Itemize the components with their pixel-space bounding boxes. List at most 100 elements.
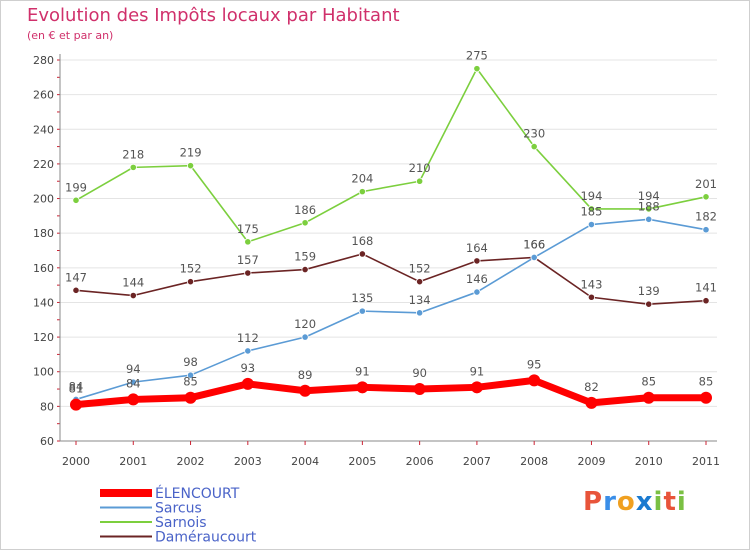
x-tick-label: 2007 bbox=[463, 455, 491, 468]
data-point bbox=[416, 278, 424, 286]
data-label: 112 bbox=[237, 331, 259, 345]
data-label: 84 bbox=[69, 379, 84, 393]
data-label: 143 bbox=[580, 277, 602, 291]
y-tick-label: 180 bbox=[33, 227, 54, 240]
proxiti-logo: Proxiti bbox=[583, 487, 687, 517]
data-label: 201 bbox=[695, 177, 717, 191]
data-point bbox=[70, 398, 82, 411]
data-label: 166 bbox=[523, 237, 545, 251]
data-label: 141 bbox=[695, 281, 717, 295]
data-point bbox=[702, 297, 710, 305]
data-point bbox=[473, 65, 481, 73]
data-label: 94 bbox=[126, 362, 141, 376]
data-label: 91 bbox=[470, 364, 485, 378]
data-label: 185 bbox=[580, 205, 602, 219]
x-tick-label: 2005 bbox=[348, 455, 376, 468]
data-point bbox=[645, 215, 653, 223]
y-tick-label: 240 bbox=[33, 123, 54, 136]
legend-label: ÉLENCOURT bbox=[155, 485, 240, 502]
x-tick-label: 2009 bbox=[577, 455, 605, 468]
x-tick-label: 2006 bbox=[406, 455, 434, 468]
data-point bbox=[700, 391, 712, 404]
data-label: 218 bbox=[122, 147, 144, 161]
data-point bbox=[530, 142, 538, 151]
data-label: 120 bbox=[294, 317, 316, 331]
data-label: 164 bbox=[466, 241, 488, 255]
chart-subtitle: (en € et par an) bbox=[27, 29, 114, 42]
data-point bbox=[473, 288, 481, 296]
data-point bbox=[358, 250, 366, 258]
x-tick-label: 2011 bbox=[692, 455, 720, 468]
data-point bbox=[356, 381, 369, 394]
y-tick-label: 60 bbox=[40, 435, 54, 448]
data-point bbox=[127, 393, 140, 406]
y-tick-label: 120 bbox=[33, 331, 54, 344]
data-label: 91 bbox=[355, 364, 370, 378]
data-point bbox=[587, 205, 596, 213]
y-tick-label: 140 bbox=[33, 296, 54, 309]
data-label: 85 bbox=[641, 375, 656, 389]
x-tick-label: 2002 bbox=[177, 455, 205, 468]
axes: 60 80 100 120 140 160 180 200 220 240 260 280 2000 20… bbox=[33, 54, 720, 468]
data-label: 139 bbox=[638, 284, 660, 298]
data-label: 147 bbox=[65, 270, 87, 284]
data-point bbox=[301, 333, 309, 341]
series-line bbox=[72, 376, 710, 409]
logo-letter: x bbox=[635, 487, 654, 517]
x-tick-label: 2010 bbox=[635, 455, 663, 468]
y-tick-label: 80 bbox=[40, 400, 54, 413]
data-point bbox=[642, 391, 655, 404]
data-point bbox=[416, 309, 424, 317]
x-tick-label: 2008 bbox=[520, 455, 548, 468]
data-point bbox=[358, 188, 366, 196]
grid bbox=[60, 59, 717, 442]
data-point bbox=[129, 378, 137, 386]
data-point bbox=[470, 381, 483, 394]
data-point bbox=[186, 278, 195, 286]
data-point bbox=[299, 384, 312, 397]
data-label: 90 bbox=[412, 366, 427, 380]
data-label: 175 bbox=[237, 222, 259, 236]
y-tick-label: 100 bbox=[33, 366, 54, 379]
data-label: 144 bbox=[122, 276, 144, 290]
data-label: 82 bbox=[584, 380, 599, 394]
data-point bbox=[585, 396, 598, 409]
data-label: 152 bbox=[180, 262, 202, 276]
logo-letter: P bbox=[583, 487, 604, 517]
data-point bbox=[301, 265, 309, 274]
data-point bbox=[702, 226, 710, 234]
data-point bbox=[72, 196, 80, 204]
x-tick-label: 2001 bbox=[119, 455, 147, 468]
data-point bbox=[645, 205, 653, 213]
data-label: 98 bbox=[183, 355, 198, 369]
data-label: 85 bbox=[699, 375, 714, 389]
data-label: 134 bbox=[409, 293, 431, 307]
series-layer bbox=[70, 65, 712, 411]
series-line bbox=[75, 67, 707, 243]
data-label: 230 bbox=[523, 127, 545, 141]
data-point bbox=[129, 163, 137, 171]
data-label: 93 bbox=[240, 361, 255, 375]
data-point bbox=[72, 286, 80, 294]
data-label: 157 bbox=[237, 253, 259, 267]
data-label: 89 bbox=[298, 368, 313, 382]
logo-letter: r bbox=[603, 487, 617, 517]
data-point bbox=[241, 377, 254, 390]
logo-letter: t bbox=[663, 487, 677, 517]
data-point bbox=[416, 177, 424, 185]
series-line bbox=[75, 253, 707, 305]
data-point bbox=[413, 383, 426, 396]
y-tick-label: 160 bbox=[33, 262, 54, 275]
data-point bbox=[244, 269, 252, 277]
data-point bbox=[184, 391, 197, 404]
data-label: 194 bbox=[638, 189, 660, 203]
y-tick-label: 220 bbox=[33, 158, 54, 171]
data-label: 275 bbox=[466, 49, 488, 63]
data-label: 146 bbox=[466, 272, 488, 286]
x-tick-label: 2004 bbox=[291, 455, 319, 468]
data-point bbox=[530, 253, 538, 262]
data-label: 182 bbox=[695, 210, 717, 224]
